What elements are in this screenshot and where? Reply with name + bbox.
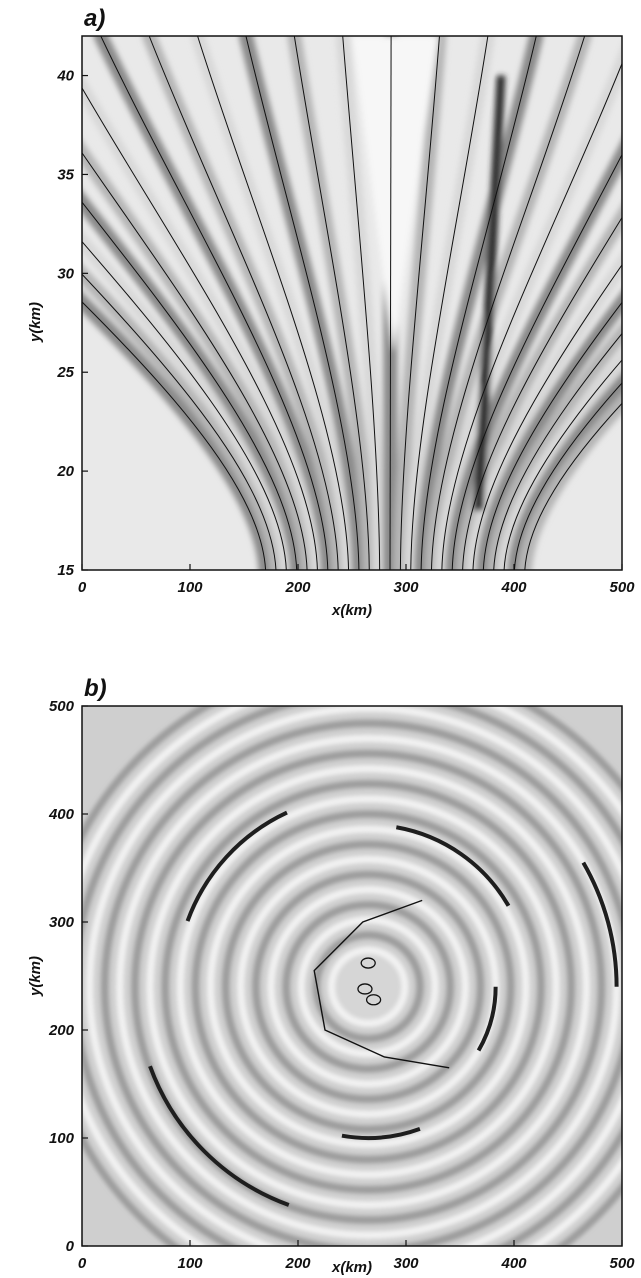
panel-a-streamlines — [82, 36, 622, 570]
panel-a-streamline — [100, 36, 329, 570]
panel-a-streamline — [441, 62, 622, 570]
panel-a-streamline — [293, 36, 370, 570]
panel-a-x-tick-label: 200 — [284, 579, 311, 596]
panel-a-streamline — [462, 216, 622, 570]
panel-b-y-ticks: 0 100 200 300 400 500 — [48, 698, 88, 1255]
panel-b-ring — [100, 719, 622, 1246]
panel-a-streamline — [451, 153, 622, 570]
panel-a-streamline — [420, 36, 537, 570]
panel-b-dark-arc — [581, 861, 619, 987]
panel-a-streamline — [482, 301, 622, 570]
panel-b-y-tick-label: 0 — [66, 1238, 75, 1255]
panel-a-frame — [81, 35, 623, 571]
panel-b-y-tick-label: 500 — [49, 698, 75, 715]
panel-a-streamline — [82, 87, 318, 570]
panel-b-y-tick-label: 100 — [49, 1130, 75, 1147]
panel-b-dark-arcs — [148, 810, 619, 1207]
panel-a-y-axis-label: y(km) — [27, 302, 44, 343]
panel-a-y-tick-label: 35 — [57, 166, 74, 183]
panel-b-y-tick-label: 400 — [48, 806, 75, 823]
panel-a-y-tick-label: 15 — [57, 562, 74, 579]
panel-b-ring — [131, 749, 606, 1224]
panel-b-x-ticks: 0 100 200 300 400 500 — [78, 1240, 635, 1272]
panel-b-dark-arc — [148, 1065, 290, 1207]
panel-b-contour-loop — [365, 994, 382, 1006]
panel-a-x-tick-label: 500 — [609, 579, 635, 596]
panel-b-x-tick-label: 0 — [78, 1255, 87, 1272]
panel-b-centre — [335, 954, 401, 1020]
panel-b-ring — [85, 706, 622, 1246]
panel-b-dark-arc — [476, 986, 498, 1052]
panel-b-y-axis-label: y(km) — [27, 956, 44, 997]
panel-a-dark-band — [472, 75, 506, 511]
panel-a-streamline — [503, 359, 622, 570]
panel-a-streamline — [472, 263, 622, 570]
panel-b-ring — [327, 946, 409, 1028]
panel-a-streamline — [410, 36, 489, 570]
panel-a-y-tick-label: 30 — [57, 265, 74, 282]
panel-a-x-tick-label: 400 — [500, 579, 527, 596]
panel-a-x-axis-label: x(km) — [331, 602, 372, 619]
panel-b-rings — [82, 706, 622, 1246]
panel-a-streamline — [389, 36, 392, 570]
panel-b-contour-line — [313, 899, 450, 1069]
panel-b-x-tick-label: 300 — [393, 1255, 419, 1272]
panel-a-x-tick-label: 0 — [78, 579, 87, 596]
panel-a-streamline — [82, 301, 267, 570]
panel-a: a) 0 100 200 300 400 500 15 20 25 30 35 40 x(km) y… — [27, 5, 635, 619]
panel-a-streamline — [82, 151, 308, 570]
panel-a-streamline — [245, 36, 360, 570]
panel-b: b) 0 100 200 300 400 500 0 100 200 300 400 500 x(k… — [27, 675, 635, 1276]
panel-a-streamline — [82, 201, 298, 570]
panel-b-dark-arc — [395, 825, 511, 907]
panel-a-x-tick-label: 100 — [177, 579, 203, 596]
panel-b-dark-arc — [341, 1127, 421, 1140]
panel-a-streamline — [513, 382, 622, 570]
panel-b-centre-contour — [313, 899, 450, 1069]
panel-a-streamline — [342, 36, 381, 570]
panel-a-streamline — [524, 402, 622, 570]
panel-b-ring — [282, 900, 455, 1073]
panel-b-label: b) — [84, 675, 107, 702]
panel-b-ring — [176, 795, 560, 1179]
panel-b-x-tick-label: 100 — [177, 1255, 203, 1272]
panel-a-streamline — [399, 36, 440, 570]
panel-a-y-ticks: 15 20 25 30 35 40 — [56, 68, 88, 579]
panel-a-x-ticks: 0 100 200 300 400 500 — [78, 564, 635, 596]
panel-b-ring — [116, 734, 621, 1239]
panel-b-y-tick-label: 200 — [48, 1022, 75, 1039]
panel-a-streamline — [197, 36, 350, 570]
panel-a-streamline — [493, 332, 622, 570]
panel-b-ring — [252, 870, 485, 1103]
panel-a-y-tick-label: 25 — [56, 364, 74, 381]
panel-a-light-region — [352, 36, 439, 353]
panel-b-y-tick-label: 300 — [49, 914, 75, 931]
panel-b-ring — [146, 764, 591, 1209]
panel-a-streamline — [148, 36, 339, 570]
panel-b-contour-loop — [360, 957, 376, 969]
panel-b-x-tick-label: 400 — [500, 1255, 527, 1272]
panel-a-y-tick-label: 40 — [56, 68, 74, 85]
panel-a-streamline — [430, 36, 586, 570]
panel-b-ring — [191, 810, 545, 1164]
panel-b-x-axis-label: x(km) — [331, 1259, 372, 1276]
panel-b-ring — [161, 779, 576, 1194]
panel-b-ring — [221, 840, 515, 1134]
panel-a-x-tick-label: 300 — [393, 579, 419, 596]
panel-a-label: a) — [84, 5, 105, 32]
panel-b-contour-loop — [357, 983, 373, 995]
panel-a-y-tick-label: 20 — [56, 463, 74, 480]
panel-b-x-tick-label: 200 — [284, 1255, 311, 1272]
panel-b-ring — [267, 885, 470, 1088]
panel-a-streamline — [82, 240, 287, 570]
panel-b-ring — [206, 825, 530, 1149]
panel-b-x-tick-label: 500 — [609, 1255, 635, 1272]
panel-b-frame — [81, 705, 623, 1247]
panel-a-streamline — [82, 273, 277, 570]
panel-b-ring — [312, 931, 424, 1043]
panel-b-dark-arc — [185, 810, 288, 922]
